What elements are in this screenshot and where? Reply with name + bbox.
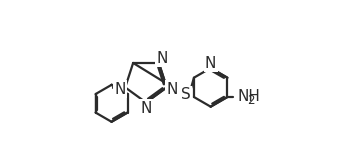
Text: N: N <box>205 55 216 71</box>
Text: 2: 2 <box>247 94 255 107</box>
Text: N: N <box>114 82 125 97</box>
Text: N: N <box>157 51 168 66</box>
Text: S: S <box>181 87 190 102</box>
Text: NH: NH <box>237 89 260 104</box>
Text: N: N <box>166 82 178 97</box>
Text: N: N <box>140 101 152 116</box>
